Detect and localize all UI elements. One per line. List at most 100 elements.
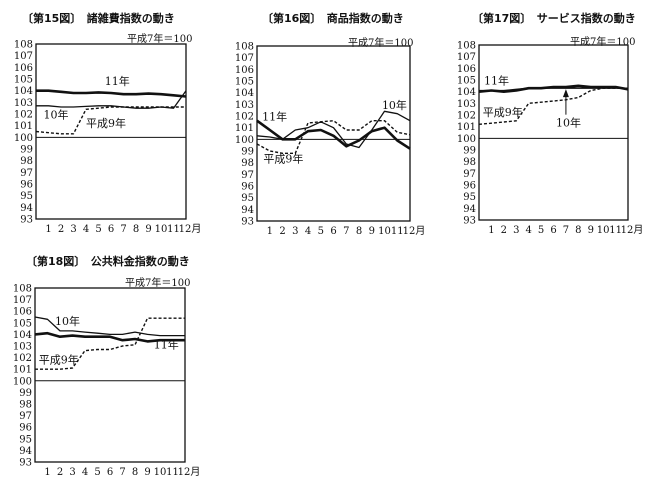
x-tick-label: 2 [58, 224, 64, 235]
y-tick-label: 108 [13, 284, 32, 295]
y-tick-label: 107 [13, 295, 32, 306]
y-tick-label: 97 [241, 170, 254, 181]
x-tick-label: 7 [563, 225, 569, 236]
y-tick-label: 99 [241, 147, 254, 158]
x-tick-label: 9 [369, 226, 375, 237]
series-label: 平成9年 [86, 116, 126, 130]
y-tick-label: 96 [19, 423, 32, 434]
x-tick-label: 3 [69, 467, 75, 478]
series-line-thin [256, 110, 411, 149]
x-tick-label: 4 [525, 225, 531, 236]
y-tick-label: 94 [463, 204, 476, 215]
series-label: 10年 [55, 314, 80, 328]
y-tick-label: 102 [457, 111, 476, 122]
series-line-dashed [478, 87, 628, 125]
x-tick-label: 3 [292, 226, 298, 237]
x-tick-label: 12月 [403, 225, 426, 237]
y-tick-label: 103 [235, 100, 254, 111]
y-tick-label: 93 [19, 458, 32, 469]
x-tick-label: 11 [166, 467, 179, 478]
x-tick-label: 3 [513, 225, 519, 236]
y-tick-label: 100 [13, 376, 32, 387]
x-tick-label: 3 [70, 224, 76, 235]
y-tick-label: 94 [241, 205, 254, 216]
plot-frame [256, 45, 411, 222]
x-tick-label: 10 [597, 225, 610, 236]
y-tick-label: 98 [19, 400, 32, 411]
y-tick-label: 95 [463, 192, 476, 203]
x-tick-label: 4 [83, 224, 89, 235]
x-tick-label: 11 [609, 225, 622, 236]
x-tick-label: 5 [538, 225, 544, 236]
x-tick-label: 10 [154, 467, 167, 478]
x-tick-label: 4 [82, 467, 88, 478]
x-tick-label: 2 [279, 226, 285, 237]
x-tick-label: 11 [391, 226, 404, 237]
x-tick-label: 2 [501, 225, 507, 236]
y-tick-label: 107 [457, 52, 476, 63]
x-tick-label: 6 [108, 224, 114, 235]
y-tick-label: 97 [463, 169, 476, 180]
y-tick-label: 101 [14, 121, 33, 132]
y-tick-label: 106 [457, 64, 476, 75]
series-line-thick [256, 119, 411, 150]
y-tick-label: 96 [241, 182, 254, 193]
y-tick-label: 93 [241, 217, 254, 228]
x-tick-label: 8 [575, 225, 581, 236]
base-note-18: 平成7年＝100 [125, 278, 191, 289]
series-line-dashed [35, 106, 186, 135]
y-tick-label: 100 [457, 134, 476, 145]
x-tick-label: 4 [305, 226, 311, 237]
x-tick-label: 1 [44, 467, 50, 478]
y-tick-label: 99 [20, 145, 33, 156]
plot-frame [35, 43, 187, 220]
x-tick-label: 9 [588, 225, 594, 236]
x-tick-label: 1 [488, 225, 494, 236]
x-tick-label: 1 [45, 224, 51, 235]
x-tick-label: 11 [167, 224, 180, 235]
series-line-thin [479, 87, 628, 92]
x-tick-label: 7 [120, 224, 126, 235]
chart-title-18: 〔第18図〕 公共料金指数の動き [26, 255, 190, 268]
x-tick-label: 8 [356, 226, 362, 237]
series-label: 11年 [154, 337, 179, 351]
y-tick-label: 100 [14, 133, 33, 144]
y-tick-label: 97 [20, 168, 33, 179]
series-label: 11年 [262, 110, 287, 124]
x-tick-label: 12月 [178, 466, 201, 478]
y-tick-label: 93 [463, 216, 476, 227]
x-tick-label: 6 [330, 226, 336, 237]
y-tick-label: 102 [235, 112, 254, 123]
series-label: 平成9年 [39, 352, 79, 366]
x-tick-label: 10 [155, 224, 168, 235]
y-tick-label: 104 [457, 87, 476, 98]
chart-title-17: 〔第17図〕 サービス指数の動き [472, 12, 636, 25]
chart-title-15: 〔第15図〕 諸雑費指数の動き [22, 12, 175, 25]
y-tick-label: 103 [457, 99, 476, 110]
y-tick-label: 105 [14, 75, 33, 86]
x-tick-label: 5 [318, 226, 324, 237]
x-tick-label: 6 [107, 467, 113, 478]
y-tick-label: 104 [235, 88, 254, 99]
y-tick-label: 98 [20, 156, 33, 167]
plot-frame [478, 44, 629, 221]
y-tick-label: 94 [20, 203, 33, 214]
y-tick-label: 93 [20, 215, 33, 226]
series-line-thick [36, 89, 187, 98]
y-tick-label: 101 [457, 122, 476, 133]
y-tick-label: 108 [14, 40, 33, 51]
y-tick-label: 99 [19, 388, 32, 399]
x-tick-label: 12月 [621, 224, 644, 236]
base-note-17: 平成7年＝100 [570, 37, 636, 48]
y-tick-label: 105 [235, 77, 254, 88]
x-tick-label: 6 [550, 225, 556, 236]
x-tick-label: 9 [144, 467, 150, 478]
y-tick-label: 106 [14, 63, 33, 74]
base-note-15: 平成7年＝100 [127, 34, 193, 45]
y-tick-label: 101 [235, 123, 254, 134]
series-line-thick [478, 84, 629, 93]
x-tick-label: 9 [145, 224, 151, 235]
y-tick-label: 97 [19, 411, 32, 422]
arrow-head-icon [562, 89, 569, 98]
x-tick-label: 10 [378, 226, 391, 237]
